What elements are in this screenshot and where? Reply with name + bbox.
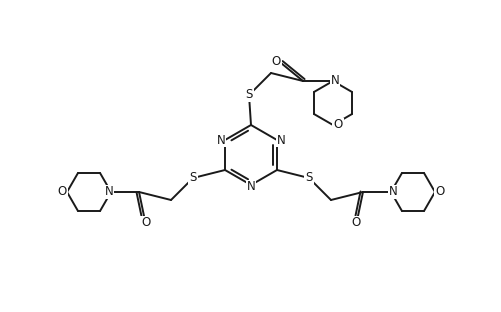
Text: S: S <box>189 172 196 184</box>
Text: O: O <box>271 55 280 67</box>
Text: N: N <box>246 181 255 193</box>
Text: N: N <box>330 75 339 87</box>
Text: S: S <box>245 89 252 101</box>
Text: N: N <box>104 186 113 198</box>
Text: O: O <box>333 119 342 131</box>
Text: S: S <box>305 172 312 184</box>
Text: N: N <box>388 186 397 198</box>
Text: O: O <box>434 186 444 198</box>
Text: N: N <box>216 134 225 147</box>
Text: O: O <box>351 217 360 230</box>
Text: O: O <box>141 217 150 230</box>
Text: N: N <box>276 134 285 147</box>
Text: O: O <box>57 186 67 198</box>
